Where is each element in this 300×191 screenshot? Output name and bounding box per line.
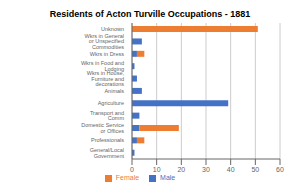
- svg-text:Domestic Serviceor Offices: Domestic Serviceor Offices: [81, 122, 124, 134]
- svg-text:Wkrs in Generalor UnspecifiedC: Wkrs in Generalor UnspecifiedCommodities: [85, 33, 125, 50]
- svg-text:Agriculture: Agriculture: [98, 100, 124, 106]
- svg-text:Unknown: Unknown: [101, 26, 124, 32]
- svg-text:Wkrs in Dress: Wkrs in Dress: [90, 51, 124, 57]
- svg-text:Wkrs in House,Furniture anddec: Wkrs in House,Furniture anddecorations: [87, 70, 125, 87]
- svg-text:10: 10: [153, 166, 161, 173]
- svg-text:30: 30: [202, 166, 210, 173]
- svg-text:General/LocalGovernment: General/LocalGovernment: [90, 147, 125, 159]
- svg-text:Animals: Animals: [104, 88, 124, 94]
- svg-text:Professionals: Professionals: [91, 137, 124, 143]
- svg-text:20: 20: [177, 166, 185, 173]
- svg-text:0: 0: [130, 166, 134, 173]
- svg-text:60: 60: [276, 166, 284, 173]
- svg-text:Transport andComm: Transport andComm: [90, 110, 124, 122]
- svg-text:50: 50: [251, 166, 259, 173]
- svg-text:40: 40: [227, 166, 235, 173]
